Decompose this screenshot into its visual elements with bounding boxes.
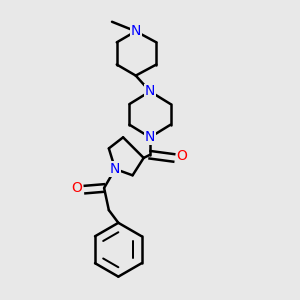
Text: N: N xyxy=(130,24,141,38)
Text: N: N xyxy=(110,162,120,176)
Text: N: N xyxy=(145,130,155,144)
Text: O: O xyxy=(71,181,82,195)
Text: O: O xyxy=(176,149,187,163)
Text: N: N xyxy=(145,84,155,98)
